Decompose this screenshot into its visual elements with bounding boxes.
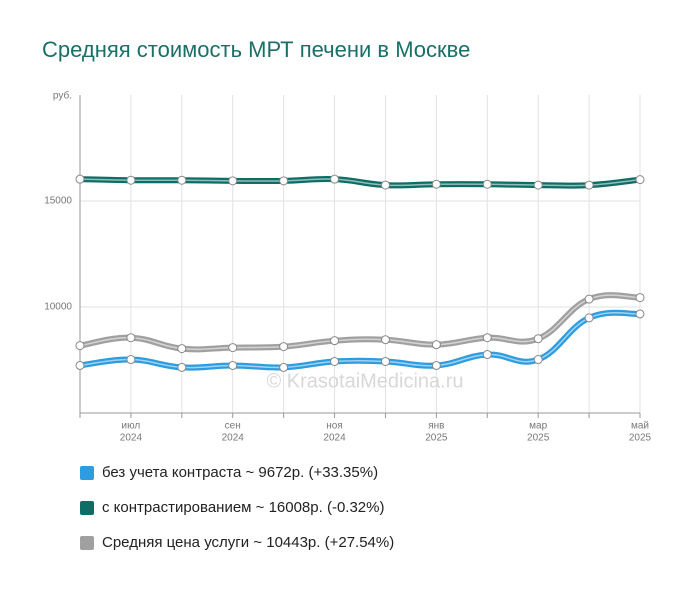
point bbox=[380, 356, 390, 366]
point bbox=[75, 360, 85, 370]
point bbox=[126, 333, 136, 343]
legend-label: с контрастированием ~ 16008р. (-0.32%) bbox=[102, 499, 384, 516]
chart-title: Средняя стоимость МРТ печени в Москве bbox=[42, 37, 470, 62]
x-tick-label: 2025 bbox=[425, 433, 448, 444]
point bbox=[330, 336, 340, 346]
point bbox=[228, 360, 238, 370]
point bbox=[330, 174, 340, 184]
y-tick-label: 10000 bbox=[44, 302, 72, 313]
unit-label: руб. bbox=[53, 90, 72, 102]
point bbox=[431, 340, 441, 350]
x-tick-label: июл bbox=[122, 421, 141, 432]
point bbox=[533, 180, 543, 190]
point bbox=[126, 355, 136, 365]
x-tick-label: 2025 bbox=[629, 433, 652, 444]
point bbox=[533, 334, 543, 344]
x-tick-label: сен bbox=[225, 421, 241, 432]
legend-swatch bbox=[80, 536, 94, 550]
legend-swatch bbox=[80, 466, 94, 480]
legend-label: без учета контраста ~ 9672р. (+33.35%) bbox=[102, 464, 378, 481]
point bbox=[635, 293, 645, 303]
line-highlight bbox=[79, 178, 641, 187]
y-tick-label: 15000 bbox=[44, 196, 72, 207]
point bbox=[635, 175, 645, 185]
point bbox=[75, 341, 85, 351]
x-tick-label: янв bbox=[428, 421, 444, 432]
point bbox=[177, 362, 187, 372]
point bbox=[330, 356, 340, 366]
point bbox=[279, 362, 289, 372]
point bbox=[126, 175, 136, 185]
point bbox=[228, 176, 238, 186]
point bbox=[177, 175, 187, 185]
point bbox=[279, 342, 289, 352]
point bbox=[279, 176, 289, 186]
point bbox=[482, 333, 492, 343]
point bbox=[482, 350, 492, 360]
x-tick-label: 2024 bbox=[323, 433, 346, 444]
x-tick-label: май bbox=[631, 421, 649, 432]
point bbox=[380, 335, 390, 345]
point bbox=[584, 294, 594, 304]
legend-label: Средняя цена услуги ~ 10443р. (+27.54%) bbox=[102, 534, 394, 551]
point bbox=[482, 179, 492, 189]
point bbox=[584, 313, 594, 323]
legend-swatch bbox=[80, 501, 94, 515]
x-tick-label: ноя bbox=[326, 421, 343, 432]
point bbox=[177, 344, 187, 354]
x-tick-label: 2024 bbox=[120, 433, 143, 444]
point bbox=[431, 360, 441, 370]
x-tick-label: мар bbox=[529, 421, 547, 432]
point bbox=[380, 180, 390, 190]
point bbox=[431, 179, 441, 189]
point bbox=[228, 343, 238, 353]
point bbox=[75, 174, 85, 184]
point bbox=[635, 309, 645, 319]
x-tick-label: 2025 bbox=[527, 433, 550, 444]
point bbox=[533, 355, 543, 365]
point bbox=[584, 180, 594, 190]
watermark: © KrasotaiMedicina.ru bbox=[266, 370, 463, 392]
x-tick-label: 2024 bbox=[222, 433, 245, 444]
